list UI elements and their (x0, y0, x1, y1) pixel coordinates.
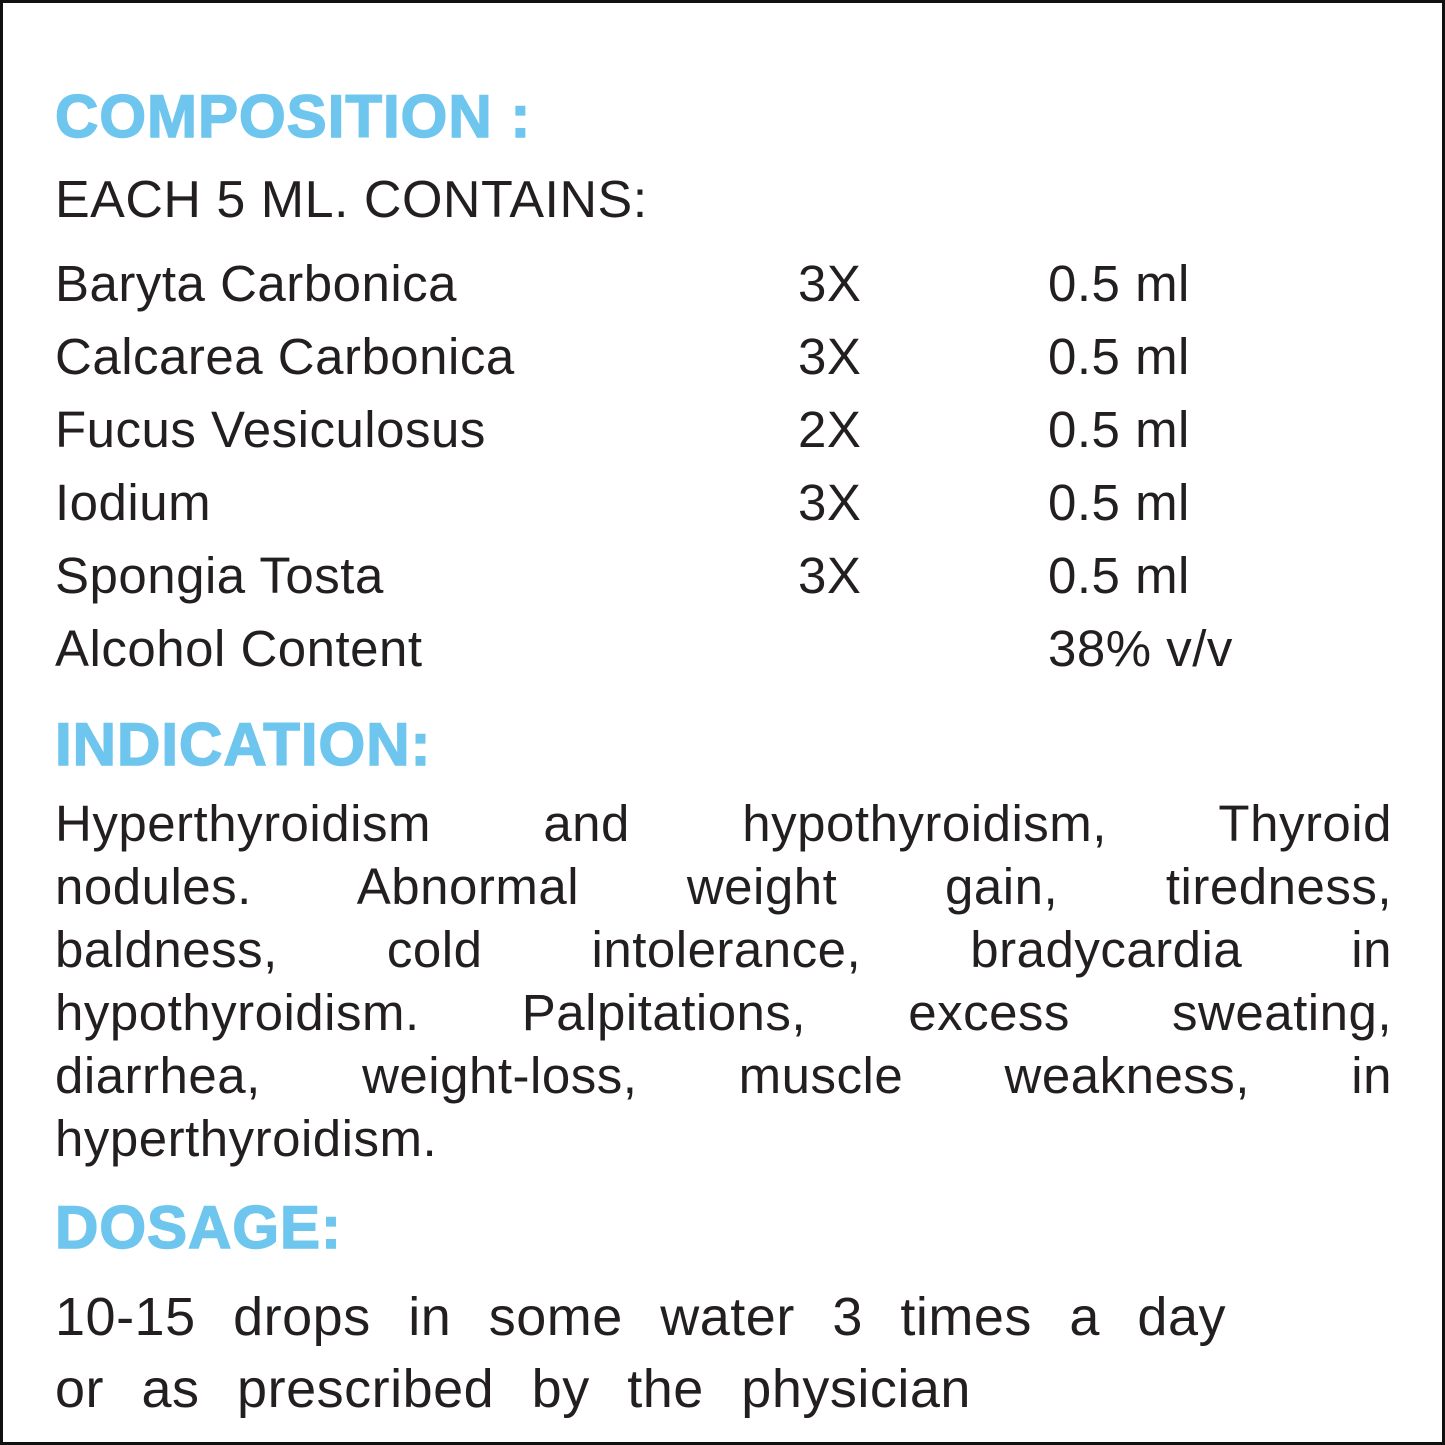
ingredient-quantity: 0.5 ml (1048, 474, 1190, 532)
indication-heading: INDICATION: (54, 711, 432, 779)
composition-heading: COMPOSITION : (54, 83, 532, 150)
ingredient-name: Baryta Carbonica (55, 255, 458, 313)
dosage-line: or as prescribed by the physician (55, 1359, 971, 1420)
ingredient-quantity: 0.5 ml (1048, 401, 1190, 459)
ingredient-quantity: 0.5 ml (1048, 328, 1190, 386)
indication-line: nodules. Abnormal weight gain, tiredness… (55, 858, 1392, 916)
ingredient-potency: 2X (798, 401, 862, 459)
dosage-heading: DOSAGE: (54, 1194, 343, 1262)
ingredient-quantity: 38% v/v (1048, 620, 1233, 678)
ingredient-potency: 3X (798, 547, 862, 605)
ingredient-potency: 3X (798, 255, 862, 313)
composition-subheading: EACH 5 ML. CONTAINS: (55, 171, 648, 229)
indication-paragraph: Hyperthyroidism and hypothyroidism, Thyr… (55, 792, 1392, 1170)
ingredient-name: Iodium (55, 474, 212, 532)
ingredient-quantity: 0.5 ml (1048, 255, 1190, 313)
ingredient-name: Alcohol Content (55, 620, 423, 678)
ingredient-potency (798, 612, 1048, 685)
indication-section: INDICATION: Hyperthyroidism and hypothyr… (54, 711, 1392, 1170)
composition-section: COMPOSITION : EACH 5 ML. CONTAINS: Baryt… (54, 83, 1392, 685)
ingredient-name: Fucus Vesiculosus (55, 401, 486, 459)
ingredient-potency: 3X (798, 328, 862, 386)
ingredient-potency: 3X (798, 474, 862, 532)
ingredient-quantity: 0.5 ml (1048, 547, 1190, 605)
composition-table: Baryta Carbonica 3X 0.5 ml Calcarea Carb… (55, 247, 1392, 685)
dosage-line: 10-15 drops in some water 3 times a day (55, 1287, 1226, 1348)
indication-line: hypothyroidism. Palpitations, excess swe… (55, 984, 1392, 1042)
dosage-section: DOSAGE: 10-15 drops in some water 3 time… (54, 1194, 1392, 1425)
ingredient-name: Spongia Tosta (55, 547, 384, 605)
ingredient-name: Calcarea Carbonica (55, 328, 515, 386)
indication-line: diarrhea, weight-loss, muscle weakness, … (55, 1047, 1392, 1105)
indication-line: Hyperthyroidism and hypothyroidism, Thyr… (55, 795, 1392, 853)
indication-line: baldness, cold intolerance, bradycardia … (55, 921, 1392, 979)
indication-line: hyperthyroidism. (55, 1110, 438, 1168)
dosage-paragraph: 10-15 drops in some water 3 times a day … (55, 1281, 1392, 1425)
